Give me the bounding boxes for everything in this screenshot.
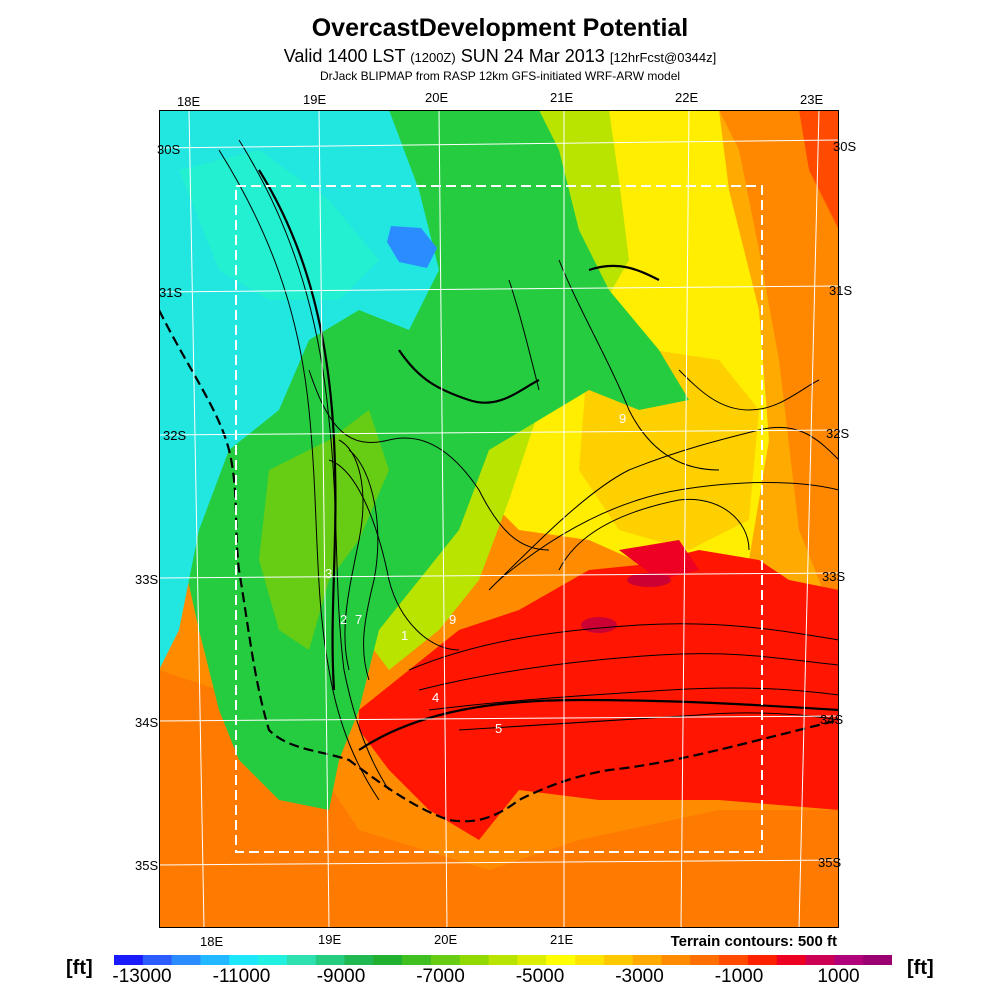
colorbar-swatch — [286, 955, 317, 965]
contour-label: 7 — [355, 612, 362, 627]
colorbar-swatch — [776, 955, 807, 965]
colorbar-swatch — [805, 955, 835, 965]
colorbar-swatch — [114, 955, 144, 965]
colorbar-swatch — [402, 955, 432, 965]
lon-label-top: 20E — [425, 90, 449, 105]
colorbar-unit-right: [ft] — [907, 957, 934, 979]
lon-label-top: 22E — [675, 90, 699, 105]
lon-label-bottom: 21E — [550, 932, 574, 947]
overcast-development-map: 9 3 2 7 1 9 4 5 — [159, 110, 839, 928]
contour-label: 9 — [449, 612, 456, 627]
colorbar-swatch — [200, 955, 230, 965]
terrain-contours-bold — [258, 169, 839, 751]
colorbar-tick-label: -1000 — [714, 966, 764, 987]
colorbar-tick-label: 1000 — [817, 966, 860, 987]
colorbar-swatch — [747, 955, 778, 965]
colorbar-tick-label: -3000 — [615, 966, 664, 987]
colorbar-swatch — [575, 955, 605, 965]
lat-label-right: 34S — [820, 712, 844, 727]
lon-label-top: 23E — [800, 92, 824, 107]
lat-label-left: 33S — [135, 572, 159, 587]
lat-label-left: 35S — [135, 858, 159, 873]
colorbar-swatch — [373, 955, 403, 965]
colorbar-tick-label: -11000 — [212, 966, 271, 987]
lat-label-left: 32S — [163, 428, 187, 443]
lat-label-right: 30S — [833, 139, 857, 154]
field-teal — [179, 150, 379, 300]
field-max-a — [627, 573, 671, 587]
colorbar-unit-left: [ft] — [66, 957, 93, 979]
contour-label: 3 — [325, 566, 332, 581]
colorbar-swatch — [430, 955, 461, 965]
colorbar-swatch — [517, 955, 547, 965]
lat-label-right: 32S — [826, 426, 850, 441]
forecast-date: SUN 24 Mar 2013 — [460, 46, 605, 66]
colorbar-swatch — [488, 955, 518, 965]
lat-label-left: 31S — [159, 285, 183, 300]
colorbar — [114, 955, 892, 965]
lon-label-bottom: 19E — [318, 932, 342, 947]
colorbar-swatch — [632, 955, 662, 965]
contour-label: 1 — [401, 628, 408, 643]
lon-label-bottom: 18E — [200, 934, 224, 949]
colorbar-swatch — [719, 955, 749, 965]
lon-label-bottom: 20E — [434, 932, 458, 947]
lon-label-top: 18E — [177, 94, 201, 109]
lat-label-right: 31S — [829, 283, 853, 298]
colorbar-tick-label: -13000 — [112, 966, 172, 987]
colorbar-swatch — [834, 955, 864, 965]
valid-time: Valid 1400 LST — [283, 46, 406, 66]
colorbar-tick-label: -9000 — [316, 966, 366, 987]
forecast-run: [12hrFcst@0344z] — [609, 50, 717, 65]
colorbar-swatch — [690, 955, 720, 965]
lon-label-top: 21E — [550, 90, 574, 105]
lat-label-right: 35S — [818, 855, 842, 870]
contour-label: 4 — [432, 690, 439, 705]
colorbar-tick-label: -7000 — [416, 966, 465, 987]
contour-labels: 9 3 2 7 1 9 4 5 — [325, 411, 626, 736]
colorbar-tick-label: -5000 — [515, 966, 565, 987]
map-title: OvercastDevelopment Potential — [311, 14, 689, 42]
lat-label-left: 34S — [135, 715, 159, 730]
colorbar-swatch — [171, 955, 201, 965]
model-credit: DrJack BLIPMAP from RASP 12km GFS-initia… — [319, 69, 681, 83]
colorbar-swatch — [142, 955, 173, 965]
contour-label: 5 — [495, 721, 502, 736]
utc-time: (1200Z) — [410, 50, 456, 65]
terrain-contour-note: Terrain contours: 500 ft — [670, 933, 837, 950]
colorbar-swatch — [459, 955, 490, 965]
coastline — [159, 309, 839, 823]
inner-domain-box — [235, 185, 763, 853]
lat-lon-grid — [159, 110, 839, 928]
field-max-b — [581, 617, 617, 633]
colorbar-swatch — [863, 955, 892, 965]
lon-label-top: 19E — [303, 92, 327, 107]
colorbar-swatch — [661, 955, 691, 965]
valid-time-subtitle: Valid 1400 LST (1200Z) SUN 24 Mar 2013 [… — [0, 46, 1000, 67]
field-red-inland — [619, 540, 699, 580]
colorbar-swatch — [258, 955, 288, 965]
contour-label: 9 — [619, 411, 626, 426]
colorbar-swatch — [344, 955, 374, 965]
map-border — [159, 110, 839, 928]
contour-label: 2 — [340, 612, 347, 627]
field-blue-min — [387, 226, 437, 268]
lat-label-right: 33S — [822, 569, 846, 584]
colorbar-swatch — [603, 955, 634, 965]
lat-label-left: 30S — [157, 142, 181, 157]
colorbar-swatch — [546, 955, 576, 965]
colorbar-swatch — [229, 955, 259, 965]
colorbar-swatch — [315, 955, 346, 965]
